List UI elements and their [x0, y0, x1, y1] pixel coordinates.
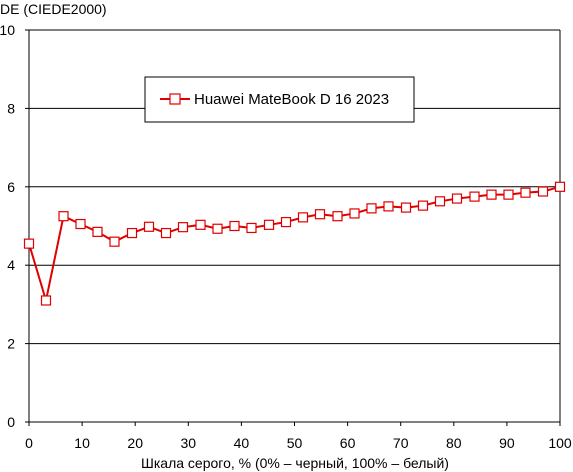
x-tick-label-10: 10: [74, 435, 90, 451]
y-axis-title: DE (CIEDE2000): [0, 1, 107, 17]
data-point-0-5: [109, 236, 120, 247]
data-point-0-8: [160, 227, 172, 239]
axes: [25, 29, 561, 426]
data-point-0-17: [314, 209, 326, 220]
y-tick-label-4: 4: [7, 257, 15, 273]
data-point-0-14: [263, 219, 275, 230]
legend: Huawei MateBook D 16 2023: [144, 76, 415, 123]
x-axis-title: Шкала серого, % (0% – черный, 100% – бел…: [141, 455, 449, 471]
legend-marker-icon: [169, 93, 181, 105]
data-point-0-30: [537, 186, 549, 197]
data-point-0-1: [40, 295, 52, 306]
data-point-0-0: [23, 238, 35, 249]
x-tick-label-70: 70: [393, 435, 409, 451]
data-point-0-16: [297, 212, 309, 223]
data-point-0-7: [143, 221, 155, 232]
series-line-0: [28, 185, 561, 301]
data-point-0-21: [383, 201, 394, 212]
data-point-0-20: [366, 203, 377, 214]
x-tick-label-40: 40: [234, 435, 250, 451]
data-point-0-26: [469, 191, 480, 202]
data-point-0-3: [75, 218, 86, 230]
data-point-0-9: [177, 222, 189, 233]
data-point-0-2: [58, 211, 69, 222]
y-tick-label-10: 10: [0, 22, 15, 38]
x-tick-label-0: 0: [25, 435, 33, 451]
x-tick-label-20: 20: [127, 435, 143, 451]
x-tick-label-30: 30: [181, 435, 197, 451]
data-point-0-23: [417, 200, 429, 211]
x-tick-label-100: 100: [548, 435, 572, 451]
legend-label: Huawei MateBook D 16 2023: [194, 91, 389, 108]
y-tick-label-8: 8: [7, 100, 15, 116]
data-point-0-6: [126, 227, 138, 239]
x-tick-label-50: 50: [287, 435, 303, 451]
data-point-0-13: [246, 222, 257, 234]
data-point-0-25: [451, 193, 463, 204]
x-tick-label-60: 60: [340, 435, 356, 451]
x-tick-label-80: 80: [446, 435, 462, 451]
data-point-0-24: [434, 196, 446, 207]
data-point-0-15: [280, 216, 292, 228]
x-tick-label-90: 90: [499, 435, 515, 451]
data-point-0-29: [520, 187, 531, 198]
data-point-0-27: [486, 189, 497, 200]
y-tick-label-0: 0: [7, 414, 15, 430]
data-point-0-22: [400, 202, 412, 213]
data-point-0-11: [212, 223, 223, 234]
data-point-0-12: [229, 220, 240, 232]
y-tick-labels: 0 2 4 6 8 10: [0, 22, 15, 430]
data-point-0-28: [503, 189, 514, 200]
series-layer: [23, 181, 566, 306]
y-tick-label-2: 2: [7, 336, 15, 352]
x-tick-labels: 0 10 20 30 40 50 60 70 80 90 100: [25, 435, 572, 451]
data-point-0-4: [92, 226, 103, 237]
y-tick-label-6: 6: [7, 179, 15, 195]
data-point-0-19: [349, 208, 360, 219]
data-point-0-31: [554, 181, 566, 192]
data-point-0-18: [332, 211, 343, 222]
data-point-0-10: [195, 219, 206, 230]
